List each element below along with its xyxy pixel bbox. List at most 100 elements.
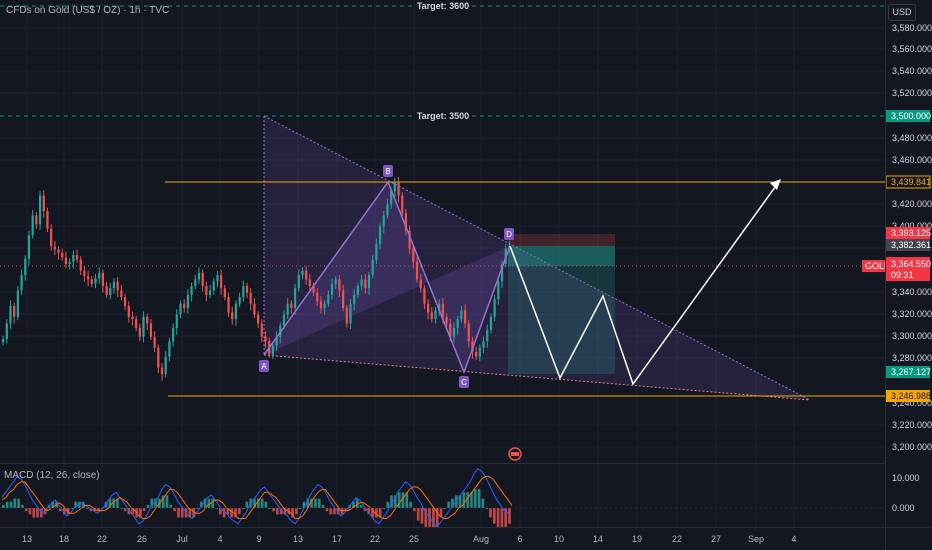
- macd-histogram-bar: [367, 508, 371, 515]
- candle-body: [297, 275, 300, 289]
- price-tick: 3,480.000: [892, 133, 932, 143]
- macd-histogram-bar: [257, 498, 260, 508]
- candle-body: [9, 305, 12, 324]
- macd-histogram-bar: [355, 498, 359, 508]
- candle-body: [445, 316, 448, 324]
- position-target-zone[interactable]: [508, 246, 615, 374]
- candle-body: [175, 314, 178, 328]
- target-3500-label[interactable]: Target: 3500: [417, 111, 469, 121]
- candle-body: [327, 294, 330, 304]
- candle-body: [83, 270, 86, 277]
- time-axis-border: [0, 527, 932, 528]
- macd-histogram-bar: [241, 508, 245, 509]
- event-flag-icon[interactable]: [508, 447, 522, 461]
- candle-body: [234, 303, 238, 320]
- projection-path[interactable]: [509, 182, 779, 386]
- point-a-badge[interactable]: A: [259, 360, 269, 372]
- symbol-title[interactable]: CFDs on Gold (US$ / OZ) · 1h · TVC: [6, 5, 170, 16]
- point-b-badge[interactable]: B: [383, 165, 393, 177]
- candle-body: [98, 272, 101, 279]
- candle-body: [220, 275, 223, 289]
- price-tick: 3,220.000: [892, 420, 932, 430]
- macd-histogram-bar: [131, 508, 135, 515]
- svg-text:C: C: [461, 378, 467, 387]
- candle-body: [434, 310, 437, 320]
- macd-histogram-bar: [260, 498, 264, 508]
- candle-body: [497, 281, 500, 300]
- macd-indicator-title[interactable]: MACD (12, 26, close): [4, 470, 100, 481]
- candle-body: [401, 195, 404, 214]
- price-tick: 3,420.000: [892, 199, 932, 209]
- macd-histogram-bar: [211, 498, 214, 508]
- macd-histogram-bar: [230, 508, 234, 518]
- candle-body: [105, 286, 108, 295]
- last-bar-price-badge: [886, 239, 930, 251]
- macd-histogram-bar: [359, 504, 363, 508]
- macd-histogram-bar: [89, 508, 93, 512]
- candle-body: [441, 303, 444, 317]
- macd-histogram-bar: [112, 498, 116, 508]
- macd-histogram-bar: [207, 498, 211, 508]
- macd-histogram-bar: [234, 508, 237, 518]
- resistance-price: 3,439.841: [891, 177, 931, 187]
- macd-histogram-bar: [492, 508, 496, 524]
- candle-body: [412, 248, 415, 262]
- target-3600-label-bg: [416, 0, 470, 11]
- candle-body: [260, 323, 263, 337]
- candle-body: [371, 259, 374, 276]
- last-bar-price: 3,382.361: [891, 240, 931, 250]
- point-c-badge[interactable]: C: [459, 376, 469, 388]
- candle-body: [360, 279, 363, 287]
- svg-text:D: D: [506, 230, 512, 239]
- macd-histogram-bar: [93, 508, 97, 512]
- macd-histogram-bar: [13, 498, 17, 508]
- price-tick: 3,580.000: [892, 23, 932, 33]
- price-tick: 3,300.000: [892, 331, 932, 341]
- candle-body: [68, 261, 71, 264]
- macd-histogram-bar: [268, 508, 272, 509]
- candle-body: [127, 305, 130, 317]
- macd-histogram-bar: [333, 508, 336, 515]
- candle-body: [290, 303, 293, 309]
- candle-body: [27, 235, 31, 259]
- time-tick: 25: [409, 534, 419, 544]
- macd-histogram-bar: [226, 508, 230, 515]
- macd-histogram-bar: [173, 508, 176, 512]
- time-tick: Aug: [473, 534, 489, 544]
- target-3600-label[interactable]: Target: 3600: [417, 1, 469, 11]
- macd-histogram-bar: [139, 508, 142, 518]
- pane-divider[interactable]: [0, 463, 885, 464]
- candle-body: [353, 294, 356, 304]
- macd-histogram-bar: [374, 508, 378, 518]
- svg-text:A: A: [261, 362, 267, 371]
- candle-body: [386, 204, 389, 216]
- macd-histogram-bar: [416, 508, 420, 521]
- candle-body: [79, 259, 82, 271]
- currency-selector[interactable]: USD: [888, 4, 916, 21]
- price-axis-border: [885, 0, 886, 550]
- candle-body: [94, 278, 97, 284]
- resistance-price-badge: [885, 175, 931, 189]
- price-tick: 3,560.000: [892, 44, 932, 54]
- triangle-lower-line[interactable]: [263, 354, 811, 401]
- triangle-upper-line[interactable]: [263, 115, 811, 401]
- abcd-pattern-fill[interactable]: [264, 182, 510, 372]
- macd-histogram-bar: [5, 501, 9, 508]
- macd-histogram-bar: [504, 508, 508, 527]
- abcd-pattern-lines[interactable]: [263, 180, 511, 375]
- position-stop-zone[interactable]: [508, 234, 615, 246]
- macd-histogram-bar: [264, 501, 268, 508]
- point-d-badge[interactable]: D: [504, 228, 514, 240]
- candle-body: [208, 290, 212, 295]
- candle-body: [430, 312, 433, 320]
- candle-body: [120, 290, 123, 298]
- candle-body: [338, 279, 341, 291]
- macd-histogram-bar: [85, 508, 89, 509]
- macd-tick: 0.000: [892, 503, 915, 513]
- macd-histogram-bar: [142, 508, 146, 512]
- macd-histogram-bar: [420, 508, 424, 524]
- macd-histogram-bar: [169, 504, 173, 508]
- candle-body: [46, 211, 49, 229]
- candle-body: [112, 281, 116, 289]
